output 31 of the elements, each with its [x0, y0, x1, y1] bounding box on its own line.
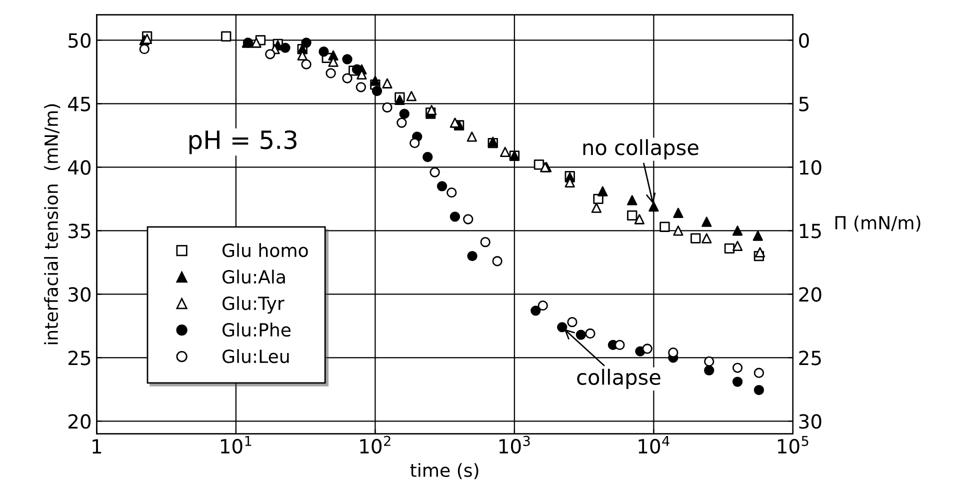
y-tick-label: 35	[68, 224, 90, 238]
legend-label: Glu:Phe	[222, 322, 291, 337]
y-tick-label: 20	[68, 414, 91, 429]
x-tick-label: 10$^{2}$	[360, 436, 390, 454]
y2-tick-label: 15	[800, 224, 821, 238]
x-tick-label: 10$^{1}$	[220, 436, 252, 454]
legend-label: Glu homo	[222, 243, 308, 258]
y2-tick-label: 10	[800, 160, 822, 175]
y2-tick-label: 20	[799, 287, 822, 302]
y-tick-label: 30	[68, 287, 91, 302]
legend-label: Glu:Ala	[222, 270, 285, 284]
x-tick-label: 1	[92, 439, 102, 454]
x-tick-label: 10$^{3}$	[499, 436, 530, 454]
legend-label: Glu:Tyr	[222, 296, 284, 314]
y2-axis-title: Π (mN/m)	[835, 216, 920, 232]
y-tick-label: 25	[68, 350, 90, 366]
annotation: pH = 5.3	[189, 130, 296, 154]
x-axis-title: time (s)	[410, 463, 478, 480]
x-tick-label: 10$^{4}$	[638, 436, 670, 454]
y-axis-title: interfacial tension (mN/m)	[44, 104, 60, 344]
y2-tick-label: 30	[799, 414, 822, 429]
x-tick-label: 10$^{5}$	[778, 436, 808, 454]
y-tick-label: 50	[68, 33, 91, 48]
y2-tick-label: 5	[799, 96, 808, 112]
y2-tick-label: 0	[799, 33, 809, 48]
y-tick-label: 45	[68, 96, 90, 112]
annotation: collapse	[577, 368, 660, 389]
y-tick-label: 40	[68, 160, 91, 175]
y2-tick-label: 25	[799, 350, 821, 366]
legend-label: Glu:Leu	[222, 349, 289, 364]
annotation: no collapse	[583, 139, 698, 160]
